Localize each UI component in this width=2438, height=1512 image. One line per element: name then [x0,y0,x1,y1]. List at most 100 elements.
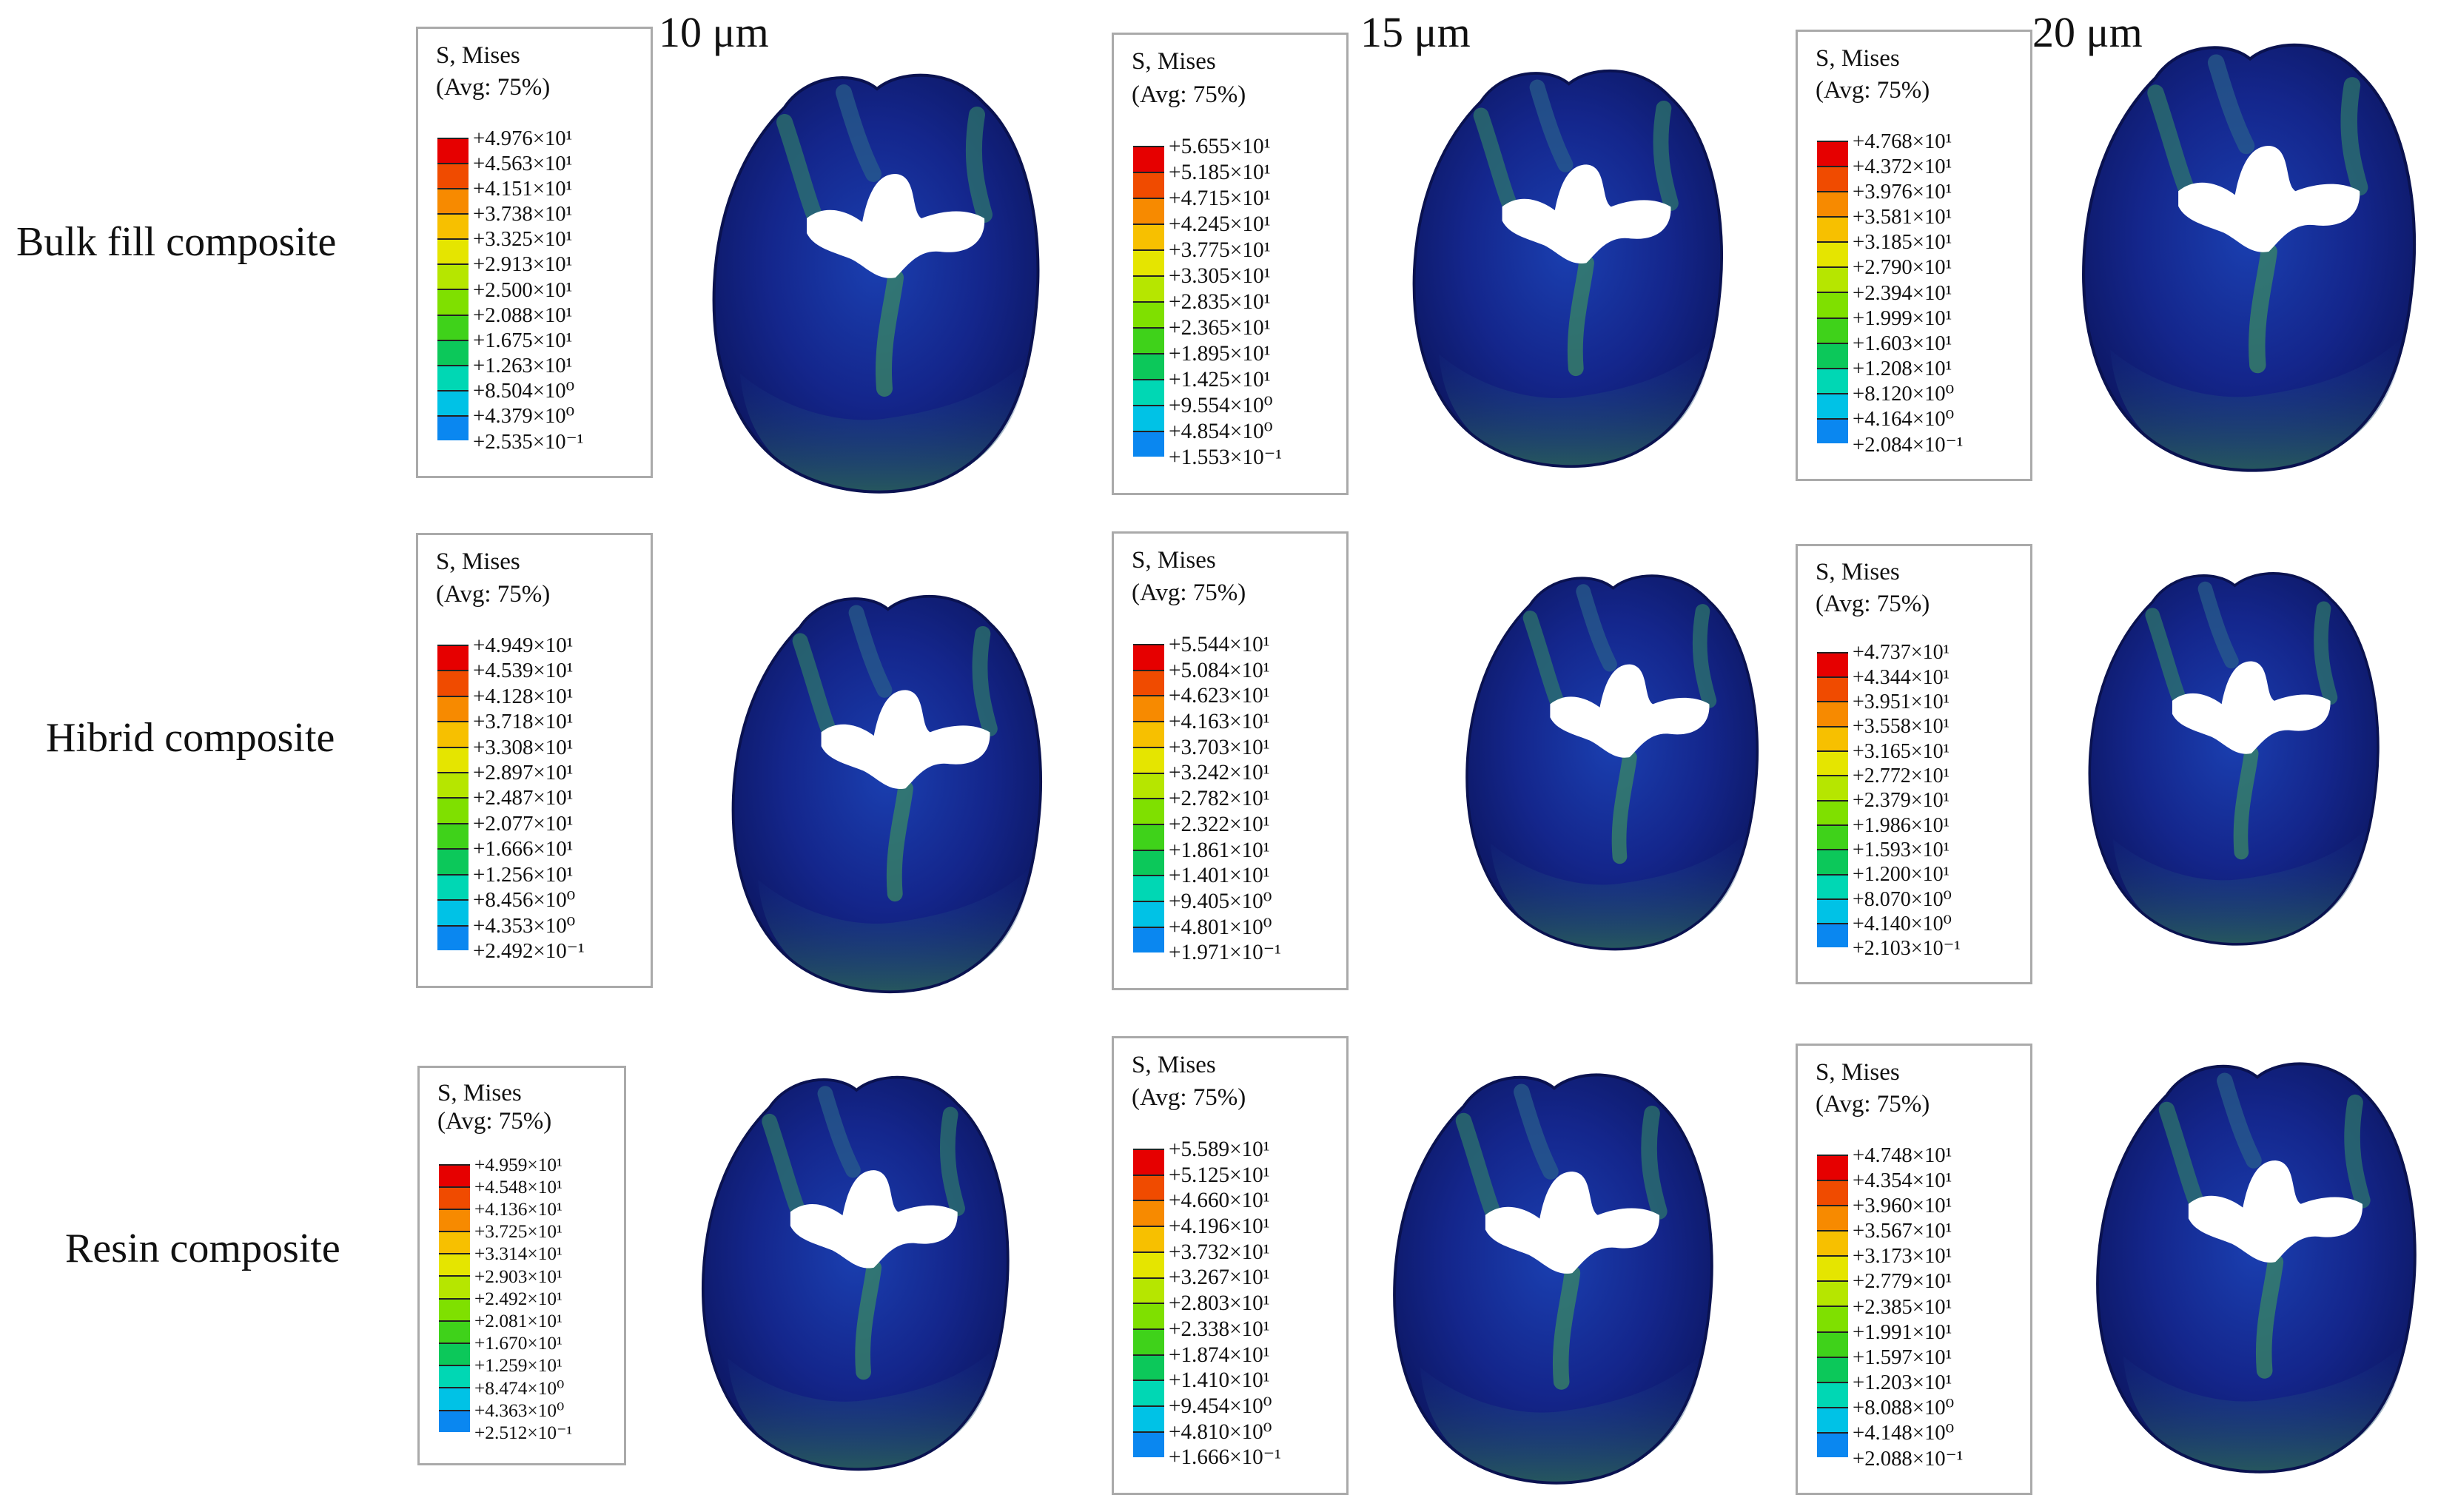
legend-value: +1.861×10¹ [1169,838,1270,862]
legend-hibrid-20um: S, Mises (Avg: 75%) +4.737×10¹ +4.344×10¹ +3… [1796,544,2032,984]
legend-value: +4.344×10¹ [1853,665,1950,689]
cavity-opening [1485,1172,1659,1274]
legend-swatch [439,1409,470,1432]
legend-value: +1.999×10¹ [1853,306,1952,330]
tooth-model-bulk-20um [2082,43,2417,472]
legend-resin-15um: S, Mises (Avg: 75%) +5.589×10¹ +5.125×10¹ +4… [1112,1036,1349,1495]
legend-subtitle: (Avg: 75%) [1132,1084,1246,1112]
stress-concentration [886,780,913,902]
legend-value: +1.971×10⁻¹ [1169,941,1281,965]
tooth-model-resin-15um [1393,1073,1713,1485]
legend-swatch [1133,1380,1164,1406]
stress-concentration [2145,608,2186,705]
legend-value: +4.959×10¹ [474,1154,563,1175]
cavity-opening [790,1170,958,1269]
stress-concentration [2233,746,2259,860]
legend-resin-10um: S, Mises (Avg: 75%) +4.959×10¹ +4.548×10¹ +4… [417,1066,626,1465]
legend-swatch [1133,643,1164,670]
legend-value: +4.949×10¹ [473,633,574,657]
stress-concentration [2340,77,2368,196]
legend-swatch [437,797,469,823]
legend-value: +1.553×10⁻¹ [1169,446,1283,470]
legend-value: +1.666×10⁻¹ [1169,1445,1281,1470]
stress-region-base [2110,335,2405,471]
legend-value: +1.256×10¹ [473,862,574,887]
legend-bulk-15um: S, Mises (Avg: 75%) +5.655×10¹ +5.185×10¹ +4… [1112,33,1349,495]
stress-concentration [817,1086,861,1178]
legend-value: +3.703×10¹ [1169,735,1270,759]
legend-swatch [1133,327,1164,354]
legend-swatch [1817,342,1848,368]
stress-concentration [1522,611,1565,708]
legend-value: +4.810×10⁰ [1169,1419,1272,1444]
legend-swatch [1133,1277,1164,1303]
legend-value: +2.385×10¹ [1853,1294,1952,1319]
legend-value: +1.425×10¹ [1169,368,1271,392]
legend-color-bar [1817,651,1848,948]
legend-swatch [437,924,469,950]
legend-swatch [437,364,469,391]
legend-value: +1.895×10¹ [1169,342,1271,366]
legend-value: +2.338×10¹ [1169,1317,1270,1341]
legend-swatch [437,771,469,798]
legend-value: +3.725×10¹ [474,1221,563,1243]
stress-concentration [1567,255,1594,377]
legend-swatch [1133,746,1164,773]
legend-value: +8.456×10⁰ [473,888,576,913]
legend-value: +3.185×10¹ [1853,230,1952,255]
stress-concentration [2158,1101,2204,1209]
stress-concentration [1529,79,1574,172]
stress-region-base [2112,825,2370,944]
stress-concentration [2217,1072,2262,1169]
stress-region-base [1439,340,1713,467]
legend-swatch [1817,317,1848,343]
legend-subtitle: (Avg: 75%) [1816,590,1930,617]
stress-concentration [2314,601,2338,705]
legend-swatch [1133,1251,1164,1277]
legend-swatch [437,644,469,671]
stress-concentration [792,633,836,737]
legend-value: +9.554×10⁰ [1169,394,1273,418]
legend-swatch [437,695,469,722]
legend-value: +8.070×10⁰ [1853,887,1952,911]
legend-title: S, Mises [436,41,520,69]
legend-swatch [1133,721,1164,747]
tooth-model-hibrid-20um [2088,571,2380,946]
row-label-resin: Resin composite [65,1226,340,1271]
legend-value: +2.779×10¹ [1853,1269,1952,1294]
legend-swatch [1133,1328,1164,1354]
legend-value: +4.801×10⁰ [1169,915,1272,939]
legend-swatch [1817,750,1848,776]
legend-value: +8.088×10⁰ [1853,1396,1955,1420]
legend-value: +3.173×10¹ [1853,1244,1952,1269]
stress-region-base [740,359,1029,492]
legend-swatch [1133,772,1164,799]
legend-value: +4.363×10⁰ [474,1400,565,1421]
legend-value: +3.738×10¹ [473,202,573,226]
legend-swatch [439,1186,470,1209]
legend-swatch [439,1365,470,1388]
legend-value: +4.164×10⁰ [1853,407,1955,431]
legend-value: +3.558×10¹ [1853,715,1950,739]
legend-value: +2.500×10¹ [473,278,573,302]
stress-concentration [1692,604,1717,708]
legend-value: +4.539×10¹ [473,659,574,683]
column-header-20um: 20 μm [2032,8,2143,56]
legend-value: +2.077×10¹ [473,811,574,836]
legend-value: +1.263×10¹ [473,354,573,378]
legend-value: +4.563×10¹ [473,151,573,175]
tooth-outline [1393,1073,1713,1485]
legend-swatch [1133,1405,1164,1431]
legend-swatch [1133,405,1164,431]
legend-swatch [1133,824,1164,850]
legend-swatch [1817,190,1848,216]
stress-concentration [1576,584,1617,672]
legend-value: +3.732×10¹ [1169,1240,1270,1264]
legend-value: +2.782×10¹ [1169,787,1270,811]
legend-value: +2.103×10⁻¹ [1853,937,1961,961]
cavity-opening [1550,664,1710,758]
legend-swatch [439,1231,470,1254]
legend-swatch [1133,1200,1164,1226]
legend-swatch [1133,1148,1164,1175]
legend-title: S, Mises [1816,1058,1900,1086]
